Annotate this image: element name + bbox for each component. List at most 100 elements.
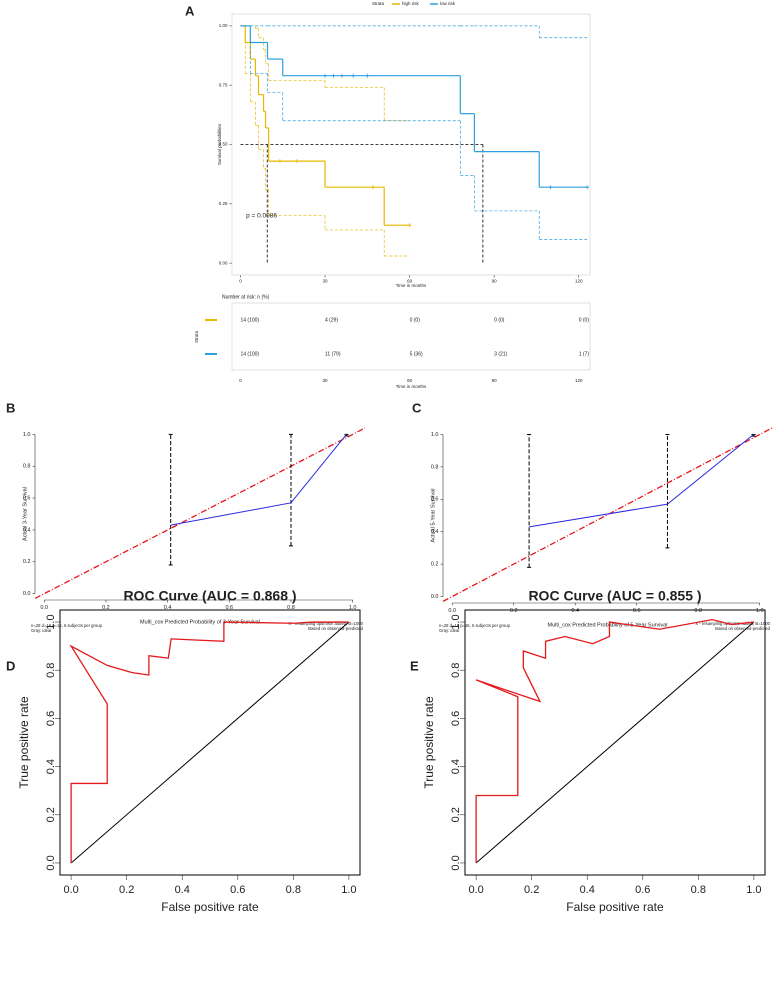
x-tick-label: 1.0: [341, 884, 356, 896]
y-tick-label: 0.8: [23, 464, 31, 470]
x-tick-label: 0.4: [175, 884, 190, 896]
x-tick-label: 0.0: [448, 608, 456, 614]
plot-frame: [231, 13, 591, 276]
p-value: p = 0.0086: [246, 212, 277, 219]
y-axis-label: Survival probabilities: [217, 123, 222, 165]
y-tick-label: 0.2: [23, 559, 31, 565]
y-tick-label: 0.2: [45, 807, 57, 822]
y-tick-label: 0.8: [450, 663, 462, 678]
censor-mark: [365, 73, 370, 78]
censor-mark: [294, 159, 299, 164]
risk-x-tick-label: 90: [492, 378, 498, 383]
note: n=28 d=16 p=15, 5 subjects per group: [439, 623, 511, 628]
y-tick-label: 1.00: [219, 23, 228, 28]
x-tick-label: 30: [323, 279, 329, 284]
risk-count: 14 (100): [240, 317, 259, 323]
risk-count: 3 (21): [494, 351, 507, 357]
calibration-line: [170, 434, 347, 526]
x-tick-label: 0.2: [102, 605, 110, 611]
x-tick-label: 0: [239, 279, 242, 284]
x-axis-label: Multi_cox Predicted Probability of 3-Yea…: [140, 619, 260, 625]
risk-count: 0 (0): [579, 317, 590, 323]
y-tick-label: 0.6: [23, 496, 31, 502]
risk-table-title: Number at risk: n (%): [222, 294, 270, 300]
plot-frame: [464, 609, 766, 876]
chart-title: ROC Curve (AUC = 0.868 ): [123, 588, 296, 604]
y-tick-label: 1.0: [431, 432, 439, 438]
risk-x-tick-label: 120: [575, 378, 583, 383]
y-axis-label: True positive rate: [422, 696, 436, 789]
y-tick-label: 0.4: [450, 759, 462, 774]
risk-table-ylabel: Strata: [194, 331, 199, 344]
risk-x-tick-label: 30: [323, 378, 329, 383]
y-axis-label: Actual 5-Year Survival: [430, 489, 436, 543]
y-tick-label: 0.6: [450, 711, 462, 726]
panel-label: C: [412, 400, 422, 415]
risk-x-tick-label: 0: [239, 378, 242, 383]
y-tick-label: 0.4: [45, 759, 57, 774]
x-axis-label: False positive rate: [161, 900, 259, 914]
x-tick-label: 0.8: [286, 884, 301, 896]
note: Based on observed-predicted: [308, 626, 363, 631]
ideal-line: [34, 427, 366, 599]
x-tick-label: 0.6: [635, 884, 650, 896]
risk-count: 11 (79): [325, 351, 341, 357]
x-tick-label: 0.4: [571, 608, 579, 614]
risk-x-tick-label: 60: [407, 378, 413, 383]
x-axis-label: Multi_cox Predicted Probability of 5-Yea…: [548, 622, 668, 628]
x-tick-label: 0.0: [40, 605, 48, 611]
y-tick-label: 0.2: [431, 562, 439, 568]
risk-count: 4 (29): [325, 317, 338, 323]
panel-label: B: [6, 400, 15, 415]
note: X - resampling optimism added, B=1000: [288, 621, 363, 626]
risk-count: 14 (100): [240, 351, 259, 357]
x-tick-label: 0.2: [119, 884, 134, 896]
panel-label: E: [410, 658, 419, 673]
y-tick-label: 0.0: [45, 855, 57, 870]
chance-line: [70, 621, 350, 864]
y-tick-label: 0.8: [45, 663, 57, 678]
censor-mark: [331, 73, 336, 78]
note: Based on observed-predicted: [715, 626, 770, 631]
x-tick-label: 0.8: [694, 608, 702, 614]
x-tick-label: 1.0: [349, 605, 357, 611]
censor-mark: [323, 73, 328, 78]
x-tick-label: 0.2: [510, 608, 518, 614]
x-axis-label: False positive rate: [566, 900, 664, 914]
y-tick-label: 0.25: [219, 201, 228, 206]
x-tick-label: 90: [492, 279, 498, 284]
x-tick-label: 60: [407, 279, 413, 284]
legend-label: low risk: [440, 1, 456, 6]
y-tick-label: 1.0: [23, 432, 31, 438]
x-tick-label: 0.6: [225, 605, 233, 611]
x-tick-label: 120: [575, 279, 583, 284]
y-tick-label: 1.0: [45, 614, 57, 629]
censor-mark: [407, 223, 412, 228]
plot-frame: [59, 609, 361, 876]
censor-mark: [548, 185, 553, 190]
censor-mark: [339, 73, 344, 78]
risk-count: 0 (0): [494, 317, 505, 323]
y-tick-label: 0.0: [23, 591, 31, 597]
ideal-line: [442, 427, 773, 602]
y-tick-label: 0.50: [219, 142, 228, 147]
censor-mark: [370, 185, 375, 190]
x-axis-label: Time in months: [396, 283, 427, 288]
y-tick-label: 0.0: [450, 855, 462, 870]
x-tick-label: 0.2: [524, 884, 539, 896]
note: X - resampling optimism added, B=1000: [695, 621, 770, 626]
calibration-line: [529, 434, 754, 528]
x-tick-label: 0.6: [230, 884, 245, 896]
censor-mark: [585, 185, 590, 190]
legend-label: high risk: [402, 1, 420, 6]
y-axis-label: Actual 3-Year Survival: [22, 487, 28, 541]
x-tick-label: 0.4: [580, 884, 595, 896]
chart-title: ROC Curve (AUC = 0.855 ): [528, 588, 701, 604]
note: Gray: ideal: [439, 628, 459, 633]
note: n=28 d=16 p=15, 6 subjects per group: [31, 623, 103, 628]
y-tick-label: 0.8: [431, 464, 439, 470]
risk-count: 5 (36): [410, 351, 423, 357]
y-tick-label: 0.6: [431, 497, 439, 503]
y-tick-label: 0.4: [23, 527, 31, 533]
